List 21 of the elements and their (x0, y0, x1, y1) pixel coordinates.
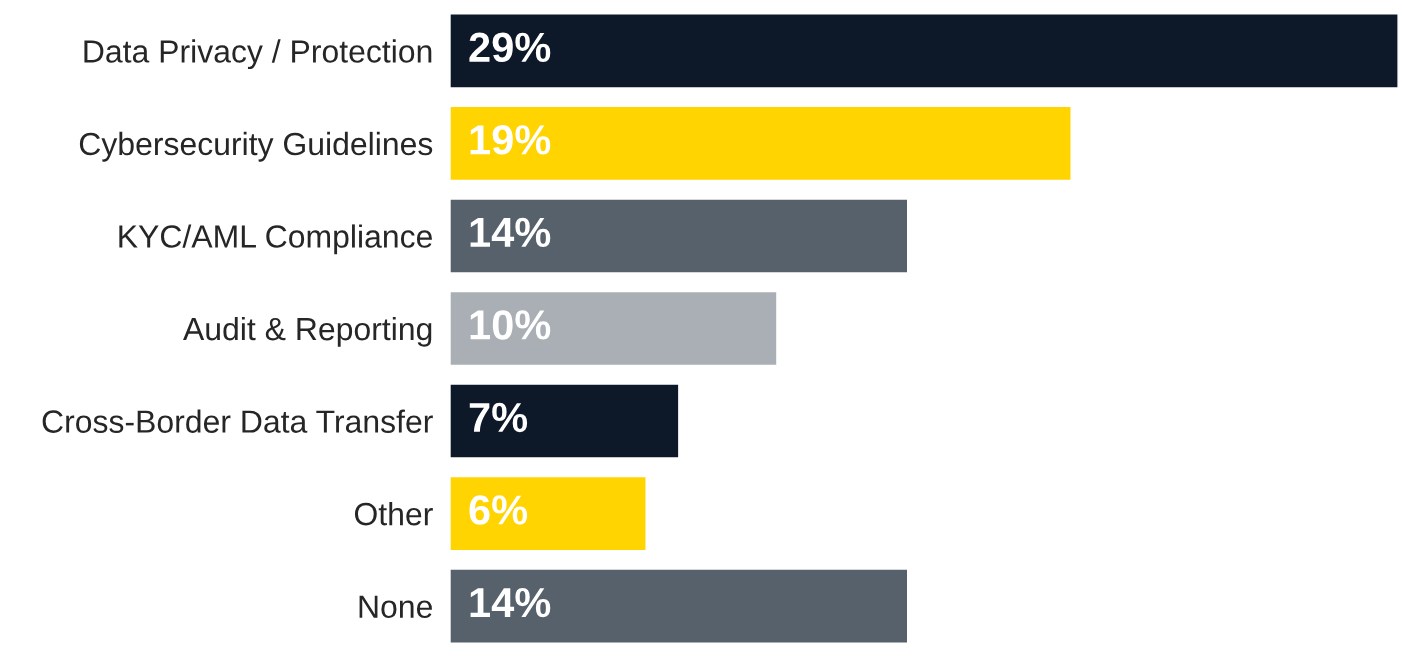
data-label: 10% (470, 310, 551, 340)
bar (450, 198, 909, 274)
data-label: 19% (470, 125, 551, 155)
bar (450, 383, 680, 459)
y-tick-label: Other (354, 502, 433, 526)
y-tick-label: Cybersecurity Guidelines (79, 131, 433, 162)
bar (450, 105, 1072, 182)
data-label: 29% (469, 32, 551, 63)
data-label: 6% (469, 495, 528, 525)
bar (450, 290, 778, 367)
data-label: 7% (469, 402, 528, 433)
bar (450, 475, 647, 552)
data-label: 14% (470, 217, 551, 248)
y-tick-label: None (359, 595, 432, 618)
y-tick-label: Cross-Border Data Transfer (42, 409, 433, 433)
bar (450, 568, 909, 644)
bar (450, 13, 1399, 89)
y-tick-label: Data Privacy / Protection (84, 39, 432, 70)
data-label: 14% (470, 587, 551, 618)
y-tick-label: Audit & Reporting (183, 316, 432, 347)
y-tick-label: KYC/AML Compliance (119, 224, 432, 255)
